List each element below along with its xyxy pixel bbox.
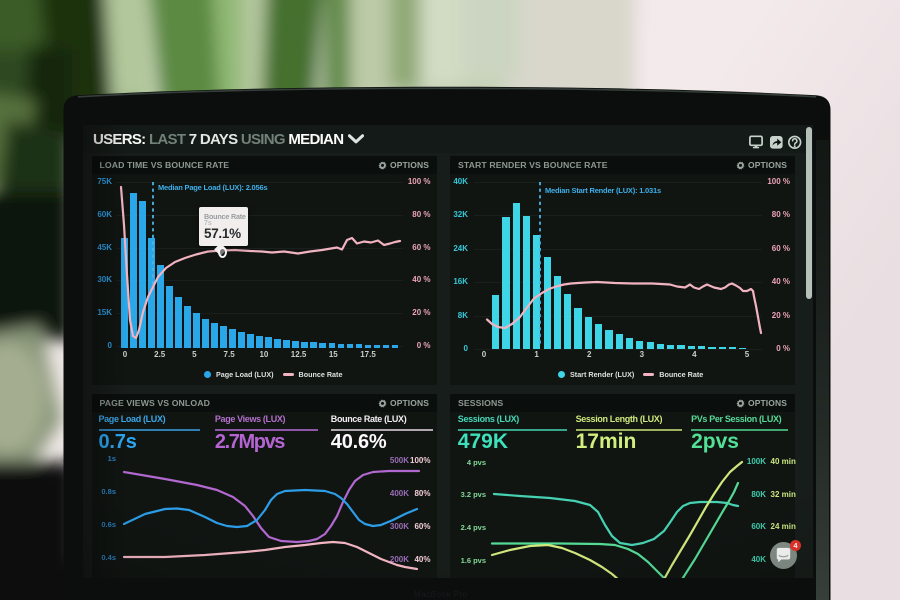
svg-text:MacBook Pro: MacBook Pro (414, 590, 468, 599)
